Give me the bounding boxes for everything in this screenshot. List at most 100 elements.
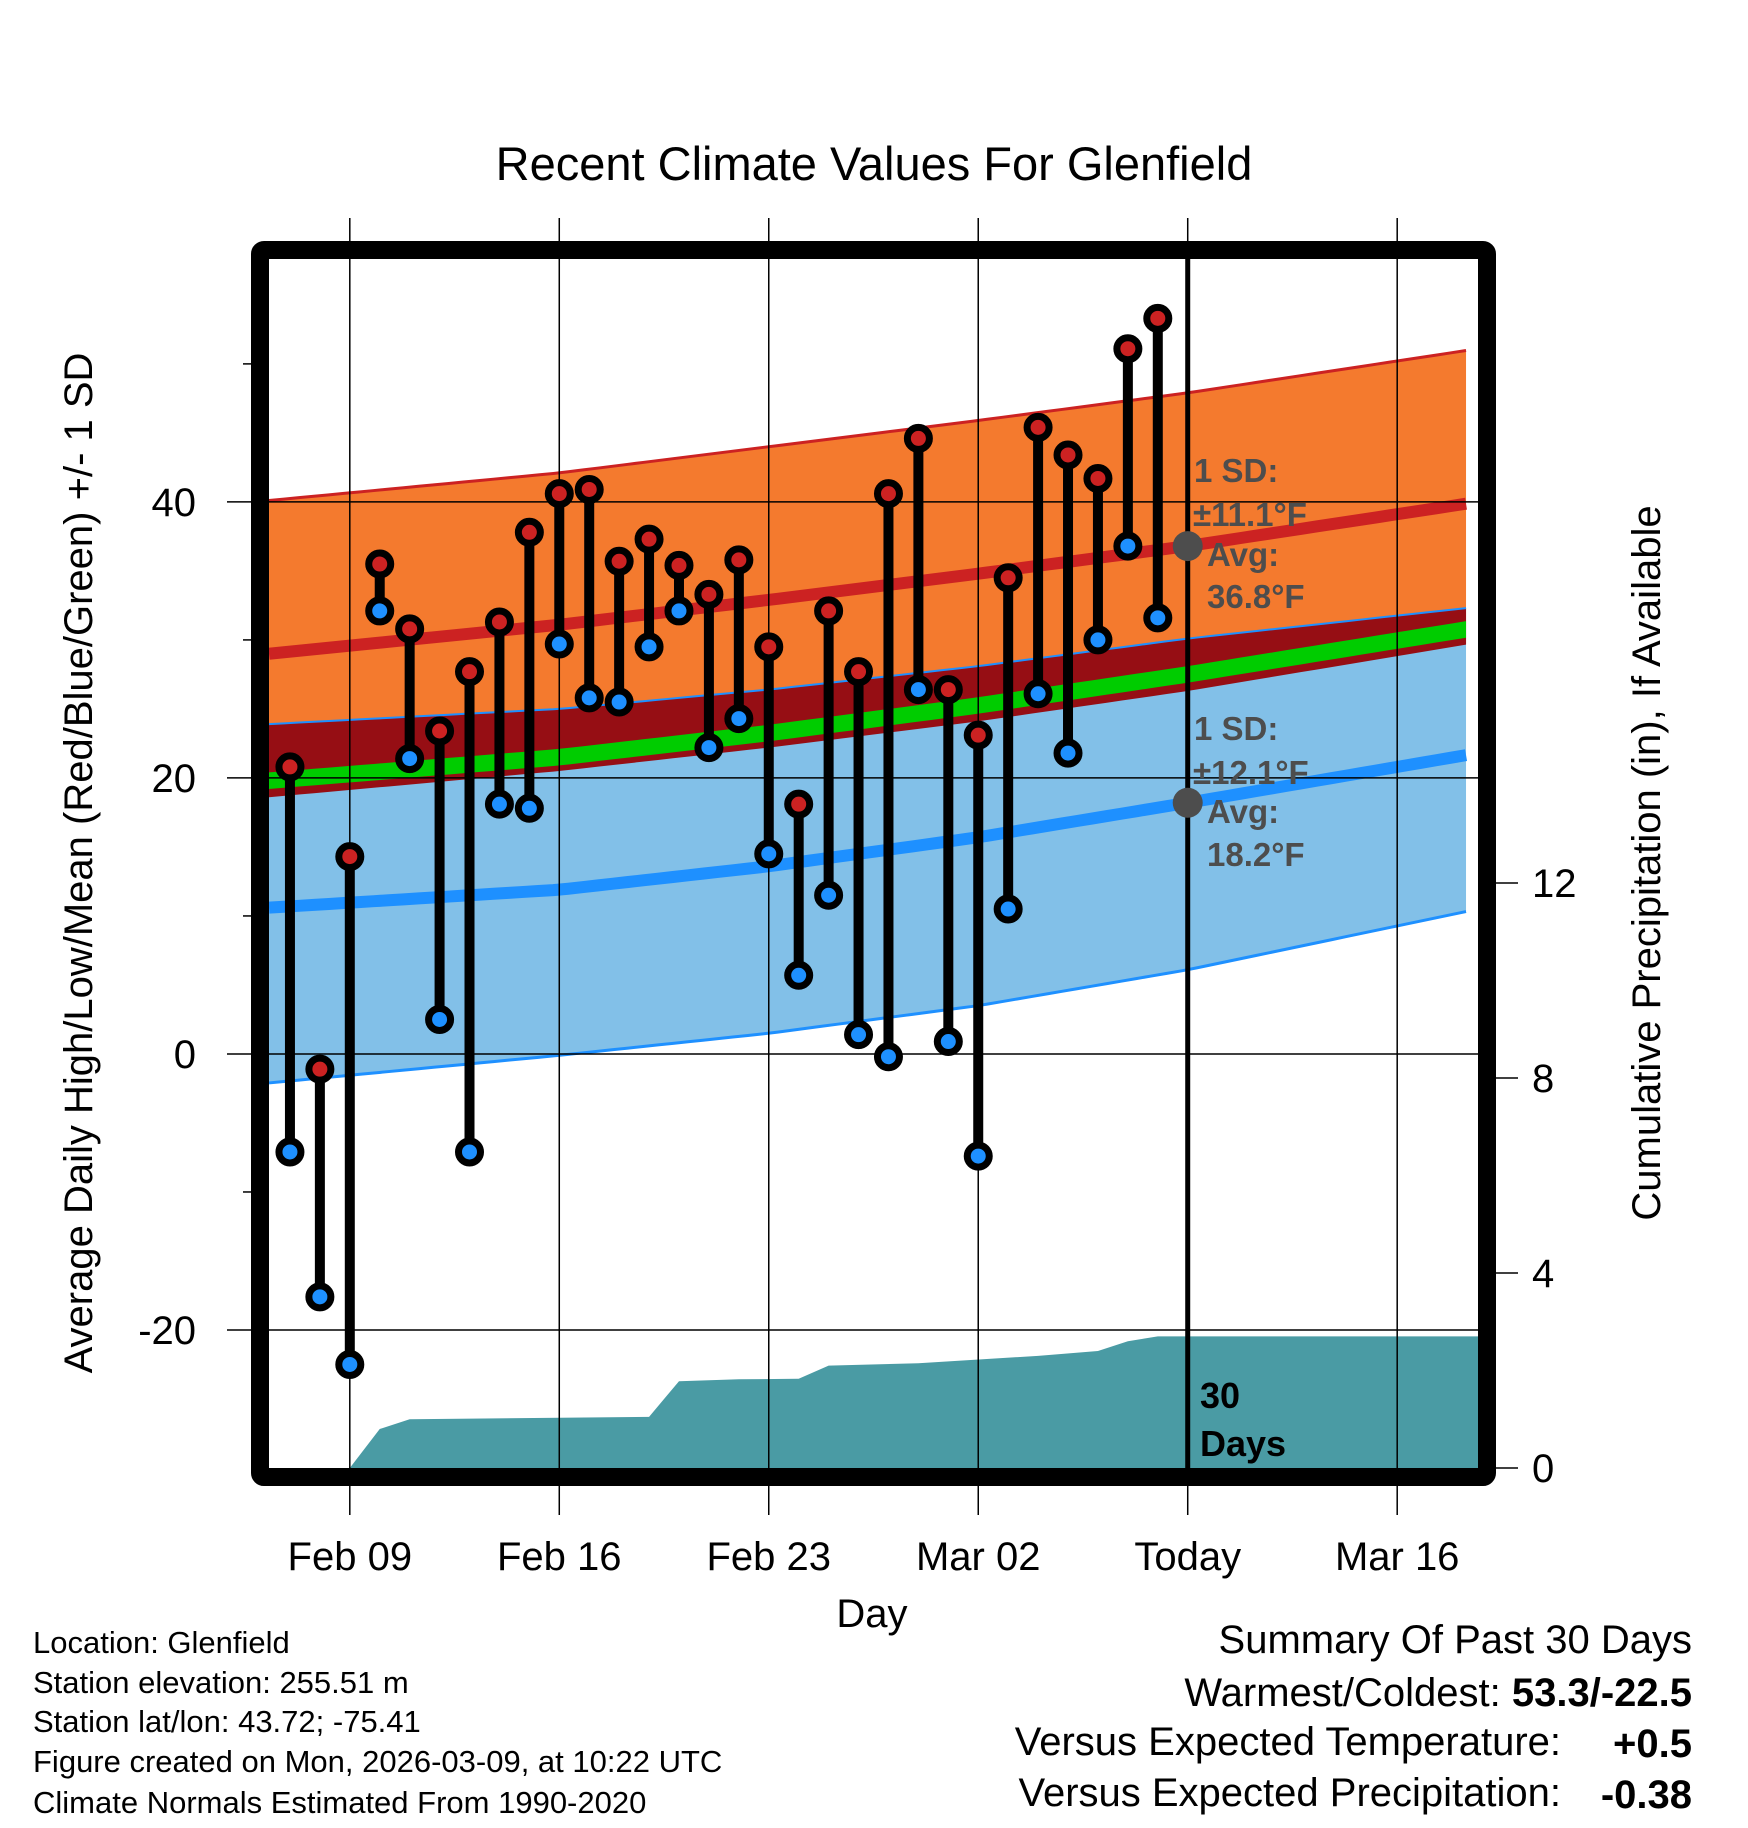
precipitation-area bbox=[349, 1336, 1478, 1468]
high-temp-point bbox=[544, 479, 574, 509]
high-temp-point bbox=[754, 632, 784, 662]
observation-feb-18 bbox=[604, 546, 634, 717]
observation-feb-08 bbox=[305, 1054, 335, 1312]
high-temp-point bbox=[1053, 440, 1083, 470]
summary-title: Summary Of Past 30 Days bbox=[1219, 1618, 1692, 1662]
high-sd-label: 1 SD: bbox=[1194, 452, 1278, 489]
high-temp-point bbox=[1083, 463, 1113, 493]
observation-feb-28 bbox=[903, 423, 933, 705]
low-temp-point bbox=[754, 839, 784, 869]
x-tick-label: Today bbox=[1134, 1535, 1241, 1579]
low-temp-point bbox=[694, 733, 724, 763]
info-latlon: Station lat/lon: 43.72; -75.41 bbox=[33, 1704, 421, 1739]
high-temp-point bbox=[694, 579, 724, 609]
observation-feb-10 bbox=[365, 549, 395, 626]
observation-feb-14 bbox=[484, 607, 514, 819]
low-temp-point bbox=[993, 894, 1023, 924]
low-temp-point bbox=[514, 793, 544, 823]
high-upper-sd-line bbox=[268, 349, 1467, 503]
high-average-line bbox=[268, 497, 1467, 660]
high-avg-label: Avg: bbox=[1207, 536, 1279, 573]
chart-title: Recent Climate Values For Glenfield bbox=[496, 137, 1253, 190]
low-temp-point bbox=[1023, 679, 1053, 709]
high-temp-point bbox=[335, 842, 365, 872]
info-elevation: Station elevation: 255.51 m bbox=[33, 1665, 409, 1700]
low-temp-point bbox=[724, 704, 754, 734]
low-avg-label: Avg: bbox=[1207, 793, 1279, 830]
high-temp-point bbox=[574, 474, 604, 504]
observation-mar-05 bbox=[1053, 440, 1083, 768]
observation-feb-16 bbox=[544, 479, 574, 659]
high-temp-point bbox=[395, 614, 425, 644]
low-temp-point bbox=[574, 683, 604, 713]
high-temp-point bbox=[275, 752, 305, 782]
high-avg-value: 36.8°F bbox=[1207, 578, 1305, 615]
observation-mar-06 bbox=[1083, 463, 1113, 655]
low-temp-point bbox=[1113, 531, 1143, 561]
summary-precip-label: Versus Expected Precipitation: bbox=[1018, 1771, 1561, 1815]
high-temp-point bbox=[844, 657, 874, 687]
y-tick-label: 20 bbox=[152, 757, 197, 801]
y-axis-label: Average Daily High/Low/Mean (Red/Blue/Gr… bbox=[57, 353, 101, 1374]
high-temp-point bbox=[993, 563, 1023, 593]
low-temp-point bbox=[305, 1282, 335, 1312]
plot-frame bbox=[251, 241, 1496, 1486]
summary-temp-label: Versus Expected Temperature: bbox=[1015, 1720, 1561, 1764]
low-temp-point bbox=[604, 687, 634, 717]
observation-feb-27 bbox=[873, 479, 903, 1072]
info-location: Location: Glenfield bbox=[33, 1625, 290, 1660]
low-temp-point bbox=[275, 1137, 305, 1167]
observation-mar-02 bbox=[963, 720, 993, 1171]
high-temp-point bbox=[724, 545, 754, 575]
x-tick-label: Feb 09 bbox=[288, 1535, 413, 1579]
observation-feb-25 bbox=[814, 596, 844, 910]
high-temp-point bbox=[514, 517, 544, 547]
mean-normal-band bbox=[269, 621, 1467, 789]
observation-feb-24 bbox=[784, 789, 814, 990]
x-tick-label: Feb 23 bbox=[706, 1535, 831, 1579]
low-temp-point bbox=[484, 789, 514, 819]
warmest-coldest-label: Warmest/Coldest: bbox=[1184, 1671, 1511, 1715]
high-temp-point bbox=[1113, 334, 1143, 364]
high-temp-point bbox=[604, 546, 634, 576]
observation-feb-19 bbox=[634, 524, 664, 662]
high-temp-point bbox=[365, 549, 395, 579]
window-unit-label: Days bbox=[1200, 1423, 1286, 1464]
low-sd-label: 1 SD: bbox=[1194, 710, 1278, 747]
observation-feb-11 bbox=[395, 614, 425, 774]
low-temp-point bbox=[425, 1004, 455, 1034]
observation-feb-13 bbox=[455, 657, 485, 1167]
low-temp-point bbox=[335, 1349, 365, 1379]
high-temp-point bbox=[634, 524, 664, 554]
low-temp-point bbox=[784, 960, 814, 990]
low-temp-point bbox=[664, 596, 694, 626]
y-right-tick-label: 0 bbox=[1532, 1447, 1554, 1491]
info-created: Figure created on Mon, 2026-03-09, at 10… bbox=[33, 1744, 722, 1779]
y-right-tick-label: 8 bbox=[1532, 1057, 1554, 1101]
low-temp-point bbox=[455, 1137, 485, 1167]
summary-box: Summary Of Past 30 Days Warmest/Coldest:… bbox=[1015, 1618, 1692, 1817]
high-temp-point bbox=[455, 657, 485, 687]
high-average-marker bbox=[1172, 531, 1203, 562]
observation-feb-12 bbox=[425, 716, 455, 1034]
observation-feb-07 bbox=[275, 752, 305, 1167]
observation-feb-26 bbox=[844, 657, 874, 1050]
high-temp-point bbox=[484, 607, 514, 637]
high-temp-point bbox=[784, 789, 814, 819]
y-tick-label: 40 bbox=[152, 481, 197, 525]
low-temp-point bbox=[873, 1042, 903, 1072]
x-axis-label: Day bbox=[836, 1592, 907, 1636]
high-temp-point bbox=[933, 675, 963, 705]
high-temp-point bbox=[425, 716, 455, 746]
window-count-label: 30 bbox=[1200, 1375, 1240, 1416]
observation-feb-09 bbox=[335, 842, 365, 1379]
low-temp-point bbox=[933, 1027, 963, 1057]
low-temp-point bbox=[1083, 625, 1113, 655]
low-temp-point bbox=[544, 629, 574, 659]
high-temp-point bbox=[903, 423, 933, 453]
observation-feb-23 bbox=[754, 632, 784, 869]
low-temp-point bbox=[634, 632, 664, 662]
low-temp-point bbox=[903, 675, 933, 705]
high-temp-point bbox=[814, 596, 844, 626]
